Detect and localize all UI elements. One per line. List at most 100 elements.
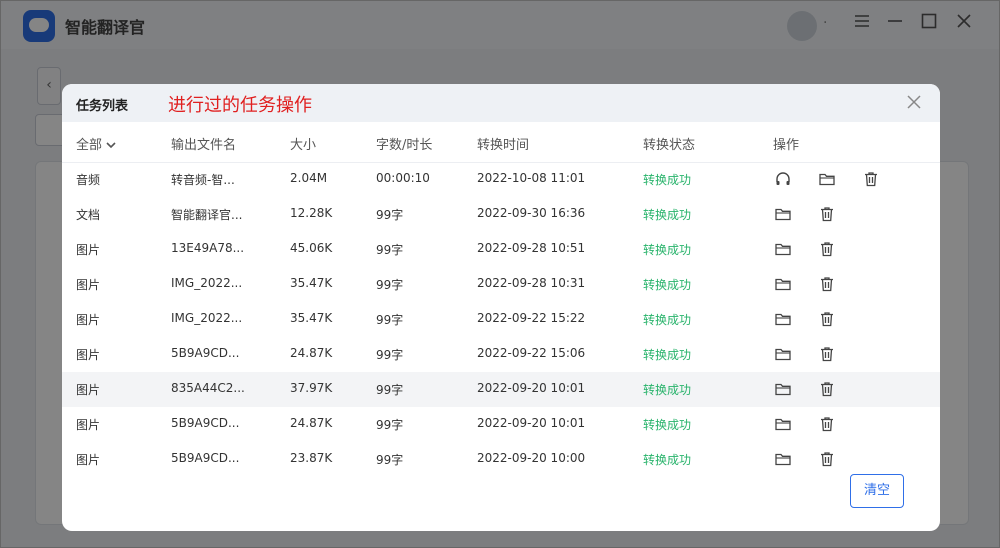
- title-bar: 智能翻译官 ·: [1, 1, 999, 49]
- file-name-cell: IMG_2022...: [171, 276, 243, 290]
- time-cell: 2022-09-28 10:31: [477, 276, 586, 290]
- file-name-cell: 5B9A9CD...: [171, 451, 240, 465]
- table-row: 图片 5B9A9CD... 24.87K 99字 2022-09-20 10:01 转换成…: [62, 407, 940, 442]
- table-header: 全部 输出文件名 大小 字数/时长 转换时间 转换状态 操作: [62, 128, 940, 163]
- file-type-cell: 图片: [76, 278, 101, 292]
- close-icon[interactable]: [904, 92, 924, 112]
- delete-icon[interactable]: [818, 345, 836, 363]
- length-cell: 99字: [376, 243, 404, 257]
- file-name-cell: 智能翻译官...: [171, 208, 243, 222]
- table-row: 图片 13E49A78... 45.06K 99字 2022-09-28 10:51 转换…: [62, 232, 940, 267]
- delete-icon[interactable]: [818, 275, 836, 293]
- user-dot-icon: ·: [823, 15, 828, 31]
- modal-title: 任务列表: [76, 99, 129, 114]
- app-logo-icon: [23, 10, 55, 42]
- length-cell: 99字: [376, 383, 404, 397]
- file-size-cell: 23.87K: [290, 451, 333, 465]
- open-folder-icon[interactable]: [774, 345, 792, 363]
- open-folder-icon[interactable]: [774, 310, 792, 328]
- open-folder-icon[interactable]: [774, 240, 792, 258]
- delete-icon[interactable]: [862, 170, 880, 188]
- file-type-cell: 图片: [76, 418, 101, 432]
- file-type-cell: 图片: [76, 453, 101, 467]
- length-cell: 99字: [376, 208, 404, 222]
- column-header: 大小: [290, 138, 317, 153]
- status-cell: 转换成功: [643, 418, 692, 432]
- length-cell: 99字: [376, 348, 404, 362]
- app-title: 智能翻译官: [65, 18, 146, 37]
- table-row: 图片 5B9A9CD... 24.87K 99字 2022-09-22 15:06 转换成…: [62, 337, 940, 372]
- file-name-cell: 5B9A9CD...: [171, 416, 240, 430]
- file-type-cell: 图片: [76, 383, 101, 397]
- length-cell: 99字: [376, 278, 404, 292]
- time-cell: 2022-09-20 10:01: [477, 416, 586, 430]
- back-button[interactable]: ‹: [37, 67, 61, 105]
- length-cell: 99字: [376, 313, 404, 327]
- menu-icon[interactable]: [849, 12, 875, 38]
- delete-icon[interactable]: [818, 240, 836, 258]
- file-size-cell: 12.28K: [290, 206, 333, 220]
- file-type-cell: 图片: [76, 313, 101, 327]
- file-size-cell: 24.87K: [290, 346, 333, 360]
- table-row: 音频 转音频-智... 2.04M 00:00:10 2022-10-08 11:01 转…: [62, 162, 940, 197]
- delete-icon[interactable]: [818, 415, 836, 433]
- status-cell: 转换成功: [643, 383, 692, 397]
- chevron-down-icon: [106, 138, 116, 153]
- column-header: 转换时间: [477, 138, 530, 153]
- length-cell: 99字: [376, 453, 404, 467]
- file-size-cell: 45.06K: [290, 241, 333, 255]
- time-cell: 2022-09-20 10:00: [477, 451, 586, 465]
- open-folder-icon[interactable]: [774, 415, 792, 433]
- task-list-modal: 任务列表 进行过的任务操作 全部 输出文件名 大小 字数/时长 转换时间 转换状…: [62, 84, 940, 531]
- delete-icon[interactable]: [818, 310, 836, 328]
- status-cell: 转换成功: [643, 243, 692, 257]
- annotation-text: 进行过的任务操作: [168, 95, 312, 116]
- file-type-cell: 图片: [76, 348, 101, 362]
- file-type-cell: 文档: [76, 208, 101, 222]
- delete-icon[interactable]: [818, 380, 836, 398]
- file-size-cell: 35.47K: [290, 311, 333, 325]
- length-cell: 00:00:10: [376, 171, 430, 185]
- maximize-icon[interactable]: [916, 12, 942, 38]
- column-header: 输出文件名: [171, 138, 237, 153]
- open-folder-icon[interactable]: [818, 170, 836, 188]
- table-row: 图片 IMG_2022... 35.47K 99字 2022-09-22 15:22 转换…: [62, 302, 940, 337]
- status-cell: 转换成功: [643, 348, 692, 362]
- clear-button[interactable]: 清空: [850, 474, 904, 508]
- length-cell: 99字: [376, 418, 404, 432]
- file-name-cell: IMG_2022...: [171, 311, 243, 325]
- status-cell: 转换成功: [643, 278, 692, 292]
- time-cell: 2022-09-30 16:36: [477, 206, 586, 220]
- filter-label: 全部: [76, 138, 103, 153]
- file-size-cell: 24.87K: [290, 416, 333, 430]
- status-cell: 转换成功: [643, 173, 692, 187]
- file-type-cell: 图片: [76, 243, 101, 257]
- delete-icon[interactable]: [818, 205, 836, 223]
- table-row: 文档 智能翻译官... 12.28K 99字 2022-09-30 16:36 转换成功: [62, 197, 940, 232]
- avatar[interactable]: [787, 11, 817, 41]
- time-cell: 2022-10-08 11:01: [477, 171, 586, 185]
- open-folder-icon[interactable]: [774, 380, 792, 398]
- close-window-icon[interactable]: [951, 12, 977, 38]
- open-folder-icon[interactable]: [774, 275, 792, 293]
- minimize-icon[interactable]: [882, 12, 908, 38]
- table-row: 图片 835A44C2... 37.97K 99字 2022-09-20 10:01 转换…: [62, 372, 940, 407]
- time-cell: 2022-09-20 10:01: [477, 381, 586, 395]
- open-folder-icon[interactable]: [774, 450, 792, 468]
- time-cell: 2022-09-22 15:22: [477, 311, 586, 325]
- file-name-cell: 5B9A9CD...: [171, 346, 240, 360]
- play-audio-icon[interactable]: [774, 170, 792, 188]
- column-header: 操作: [773, 138, 800, 153]
- table-row: 图片 5B9A9CD... 23.87K 99字 2022-09-20 10:00 转换成…: [62, 442, 940, 477]
- time-cell: 2022-09-22 15:06: [477, 346, 586, 360]
- file-type-cell: 音频: [76, 173, 101, 187]
- delete-icon[interactable]: [818, 450, 836, 468]
- status-cell: 转换成功: [643, 208, 692, 222]
- file-size-cell: 2.04M: [290, 171, 328, 185]
- file-name-cell: 转音频-智...: [171, 173, 235, 187]
- type-filter-dropdown[interactable]: 全部: [76, 134, 116, 153]
- open-folder-icon[interactable]: [774, 205, 792, 223]
- modal-header: 任务列表 进行过的任务操作: [62, 84, 940, 122]
- file-size-cell: 37.97K: [290, 381, 333, 395]
- status-cell: 转换成功: [643, 313, 692, 327]
